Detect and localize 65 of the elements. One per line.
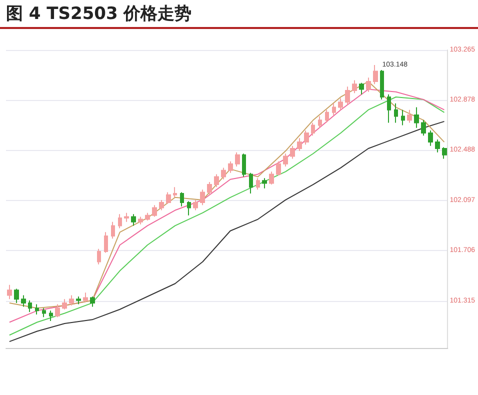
candlestick xyxy=(414,106,419,128)
candlestick xyxy=(118,214,122,229)
chart-title: 图 4 TS2503 价格走势 xyxy=(6,3,192,25)
candlestick xyxy=(262,178,267,189)
candlestick xyxy=(352,80,357,94)
candlestick xyxy=(55,304,60,318)
candlestick xyxy=(131,214,136,226)
candlestick xyxy=(42,308,46,318)
candlestick xyxy=(83,292,88,302)
candlestick xyxy=(435,138,440,153)
candlestick xyxy=(290,145,295,160)
candlestick xyxy=(235,152,240,167)
candlestick xyxy=(200,189,205,206)
candlestick xyxy=(242,153,246,178)
candlestick xyxy=(394,102,398,124)
candlestick xyxy=(256,178,260,190)
candlestick xyxy=(228,160,233,174)
candlestick xyxy=(166,192,171,204)
candlestick xyxy=(304,130,309,146)
candlestick xyxy=(124,212,129,222)
candlestick xyxy=(318,116,322,128)
candlestick xyxy=(332,102,336,116)
candlestick xyxy=(325,109,329,124)
candlestick xyxy=(221,167,226,180)
candlestick xyxy=(76,296,81,305)
candlestick xyxy=(21,294,26,308)
candlestick xyxy=(421,120,426,136)
candlestick xyxy=(359,82,364,95)
candlestick xyxy=(249,172,253,194)
candlestick xyxy=(111,221,115,240)
candlestick xyxy=(269,171,274,186)
candlestick xyxy=(180,192,184,207)
candlestick xyxy=(49,310,53,322)
candlestick xyxy=(387,94,391,124)
candlestick xyxy=(104,232,108,254)
candlestick xyxy=(401,109,405,126)
candlestick xyxy=(311,122,315,136)
candlestick xyxy=(338,98,343,110)
candlestick xyxy=(7,284,12,300)
candlestick xyxy=(297,138,302,152)
candlestick xyxy=(380,69,384,100)
candlestick xyxy=(442,146,447,160)
candlestick xyxy=(283,153,288,167)
candlestick xyxy=(62,298,67,310)
candlestick xyxy=(97,248,101,265)
candlestick xyxy=(366,77,371,92)
candlestick xyxy=(90,296,95,308)
candlestick xyxy=(159,199,164,211)
candlestick xyxy=(214,174,219,188)
candlestick xyxy=(138,216,143,225)
candlestick xyxy=(152,204,157,218)
candlestick xyxy=(28,300,32,312)
candlestick xyxy=(428,130,433,146)
candlestick xyxy=(345,86,350,106)
candlestick xyxy=(14,288,19,304)
candlestick xyxy=(145,212,150,222)
candlestick xyxy=(207,181,212,196)
candlestick xyxy=(276,160,281,176)
candlestick xyxy=(187,200,191,216)
candlestick xyxy=(373,64,378,85)
candlestick xyxy=(35,304,39,316)
candlestick xyxy=(69,294,74,306)
candlestick xyxy=(193,199,198,211)
candlestick xyxy=(407,109,412,124)
candlestick xyxy=(173,186,177,198)
